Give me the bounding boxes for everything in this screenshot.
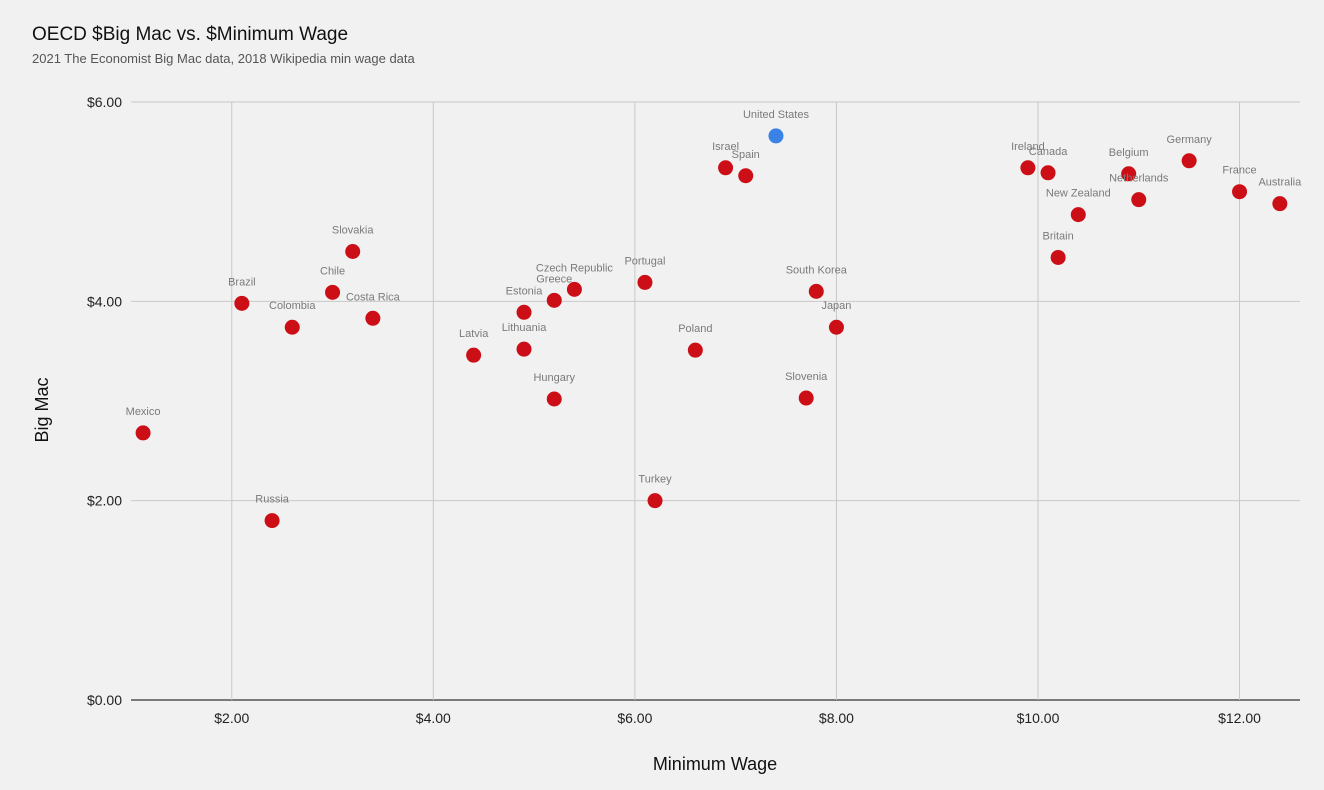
point-label-israel: Israel xyxy=(712,141,739,153)
point-labels: Mexico Brazil Russia Colombia Chile Slovakia C… xyxy=(126,109,1302,506)
point-label-chile: Chile xyxy=(320,265,345,277)
data-point-costa-rica[interactable] xyxy=(365,310,381,326)
data-point-japan[interactable] xyxy=(828,319,844,335)
data-points xyxy=(135,128,1288,529)
y-tick-label: $2.00 xyxy=(87,493,122,509)
x-tick-label: $4.00 xyxy=(416,710,451,726)
data-point-netherlands[interactable] xyxy=(1131,192,1147,208)
x-tick-label: $12.00 xyxy=(1218,710,1261,726)
data-point-france[interactable] xyxy=(1232,184,1248,200)
point-label-czech-republic: Czech Republic xyxy=(536,262,614,274)
point-label-germany: Germany xyxy=(1167,134,1213,146)
x-tick-label: $6.00 xyxy=(617,710,652,726)
point-label-poland: Poland xyxy=(678,323,712,335)
data-point-estonia[interactable] xyxy=(516,304,532,320)
point-label-slovakia: Slovakia xyxy=(332,225,374,237)
data-point-south-korea[interactable] xyxy=(808,283,824,299)
point-label-costa-rica: Costa Rica xyxy=(346,291,401,303)
data-point-turkey[interactable] xyxy=(647,493,663,509)
point-label-netherlands: Netherlands xyxy=(1109,173,1169,185)
x-axis-title: Minimum Wage xyxy=(653,754,777,774)
data-point-poland[interactable] xyxy=(687,342,703,358)
data-point-russia[interactable] xyxy=(264,513,280,529)
point-label-colombia: Colombia xyxy=(269,300,316,312)
gridlines xyxy=(131,101,1300,701)
point-label-united-states: United States xyxy=(743,109,810,121)
data-point-chile[interactable] xyxy=(325,284,341,300)
point-label-france: France xyxy=(1222,165,1256,177)
point-label-estonia: Estonia xyxy=(506,285,544,297)
chart-subtitle: 2021 The Economist Big Mac data, 2018 Wi… xyxy=(32,51,415,66)
point-label-hungary: Hungary xyxy=(533,372,575,384)
x-tick-label: $2.00 xyxy=(214,710,249,726)
data-point-brazil[interactable] xyxy=(234,295,250,311)
x-tick-label: $10.00 xyxy=(1017,710,1060,726)
data-point-slovakia[interactable] xyxy=(345,244,361,259)
data-point-belgium[interactable] xyxy=(1121,166,1137,182)
point-label-britain: Britain xyxy=(1043,230,1074,242)
data-point-colombia[interactable] xyxy=(284,319,300,335)
data-point-israel[interactable] xyxy=(718,160,734,176)
point-label-russia: Russia xyxy=(255,494,290,506)
data-point-united-states[interactable] xyxy=(768,128,784,144)
data-point-australia[interactable] xyxy=(1272,196,1288,212)
point-label-greece: Greece xyxy=(536,273,572,285)
y-tick-label: $0.00 xyxy=(87,692,122,708)
point-label-south-korea: South Korea xyxy=(786,264,848,276)
point-label-canada: Canada xyxy=(1029,146,1068,158)
data-point-greece[interactable] xyxy=(546,292,562,308)
data-point-spain[interactable] xyxy=(738,168,754,184)
data-point-mexico[interactable] xyxy=(135,425,151,441)
y-tick-label: $4.00 xyxy=(87,293,122,309)
point-label-mexico: Mexico xyxy=(126,406,161,418)
point-label-new-zealand: New Zealand xyxy=(1046,188,1111,200)
data-point-slovenia[interactable] xyxy=(798,390,814,406)
point-label-brazil: Brazil xyxy=(228,276,256,288)
point-label-belgium: Belgium xyxy=(1109,147,1149,159)
data-point-canada[interactable] xyxy=(1040,165,1056,181)
data-point-portugal[interactable] xyxy=(637,274,653,290)
point-label-australia: Australia xyxy=(1258,177,1302,189)
chart-title: OECD $Big Mac vs. $Minimum Wage xyxy=(32,24,349,45)
data-point-britain[interactable] xyxy=(1050,249,1066,265)
point-label-spain: Spain xyxy=(732,149,760,161)
x-tick-label: $8.00 xyxy=(819,710,854,726)
y-axis-title: Big Mac xyxy=(32,377,52,442)
data-point-hungary[interactable] xyxy=(546,391,562,407)
point-label-portugal: Portugal xyxy=(624,255,665,267)
point-label-turkey: Turkey xyxy=(638,474,672,486)
data-point-lithuania[interactable] xyxy=(516,341,532,357)
point-label-lithuania: Lithuania xyxy=(502,322,548,334)
data-point-czech-republic[interactable] xyxy=(566,281,582,297)
point-label-latvia: Latvia xyxy=(459,328,489,340)
point-label-japan: Japan xyxy=(821,300,851,312)
data-point-ireland[interactable] xyxy=(1020,160,1036,176)
point-label-slovenia: Slovenia xyxy=(785,371,828,383)
data-point-latvia[interactable] xyxy=(466,347,482,363)
point-label-ireland: Ireland xyxy=(1011,141,1045,153)
data-point-germany[interactable] xyxy=(1181,153,1197,169)
axis-ticks: $0.00 $2.00 $4.00 $6.00 $2.00 $4.00 $6.00 $8.00… xyxy=(87,94,1261,726)
data-point-new-zealand[interactable] xyxy=(1070,207,1086,223)
y-tick-label: $6.00 xyxy=(87,94,122,110)
